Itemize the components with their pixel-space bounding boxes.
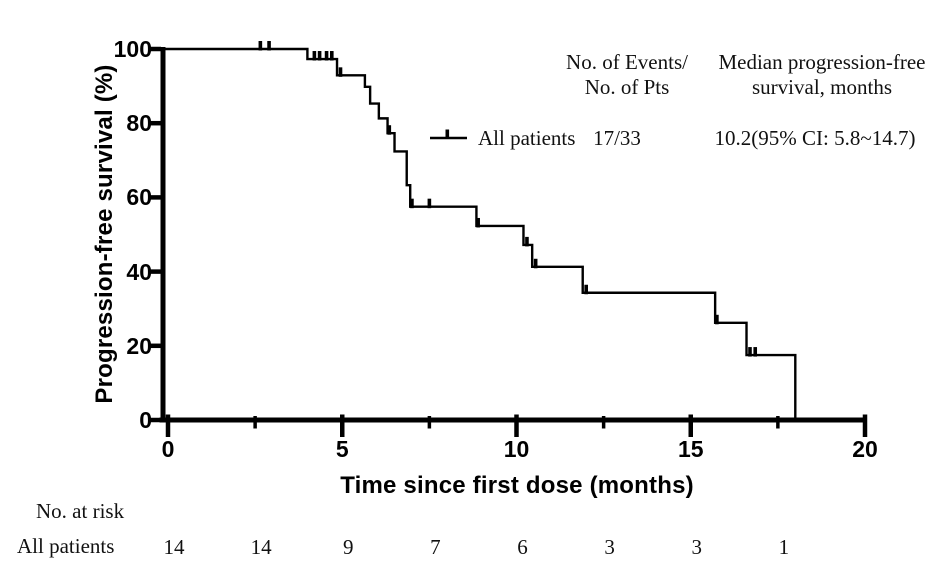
- censor-mark: [410, 198, 414, 209]
- y-tick-label-60: 60: [126, 184, 152, 211]
- censor-mark: [584, 284, 588, 295]
- y-tick-label-40: 40: [126, 258, 152, 285]
- risk-value-month-12.5: 3: [604, 535, 615, 559]
- y-axis-title: Progression-free survival (%): [91, 64, 118, 404]
- censor-mark: [258, 41, 263, 51]
- censor-mark: [329, 51, 334, 61]
- x-tick-label-20: 20: [852, 436, 878, 462]
- x-axis-title: Time since first dose (months): [340, 472, 694, 499]
- risk-value-month-7.5: 7: [430, 535, 441, 559]
- legend-series-label: All patients: [478, 126, 576, 150]
- x-tick-label-15: 15: [677, 436, 704, 462]
- censor-mark: [715, 314, 719, 325]
- km-curve-all-patients: [165, 47, 797, 420]
- y-tick-label-0: 0: [139, 407, 152, 433]
- censor-mark: [753, 347, 758, 357]
- legend-header-median-line1: Median progression-free: [718, 50, 926, 74]
- legend-header-events-line2: No. of Pts: [584, 75, 670, 99]
- legend-header-median: Median progression-free survival, months: [662, 50, 931, 100]
- censor-mark: [533, 258, 538, 269]
- y-tick-label-100: 100: [113, 36, 152, 62]
- risk-table-title: No. at risk: [36, 499, 125, 523]
- legend-series-symbol: [430, 129, 467, 140]
- risk-value-month-5: 9: [343, 535, 354, 559]
- legend-censor-tick-icon: [445, 129, 450, 139]
- legend-median-value: 10.2(95% CI: 5.8~14.7): [714, 126, 916, 150]
- censor-mark: [312, 51, 317, 61]
- risk-value-month-2.5: 14: [250, 535, 272, 559]
- x-tick-label-10: 10: [503, 436, 530, 462]
- x-tick-label-0: 0: [161, 436, 175, 462]
- censor-mark: [317, 51, 322, 61]
- censor-mark: [427, 198, 432, 209]
- censor-mark: [387, 125, 392, 135]
- risk-value-month-0: 14: [163, 535, 185, 559]
- y-tick-label-80: 80: [126, 110, 152, 137]
- censor-mark: [748, 347, 752, 357]
- censor-mark: [525, 236, 529, 247]
- legend-header-events: No. of Events/ No. of Pts: [477, 50, 777, 100]
- legend-header-median-line2: survival, months: [752, 75, 892, 99]
- x-tick-label-5: 5: [335, 436, 349, 462]
- risk-value-month-15: 3: [691, 535, 703, 559]
- risk-value-month-17.5: 1: [778, 535, 790, 559]
- legend-header-events-line1: No. of Events/: [566, 50, 688, 74]
- legend-events-value: 17/33: [593, 126, 641, 150]
- y-tick-label-20: 20: [126, 332, 152, 359]
- censor-mark: [267, 41, 271, 51]
- censor-tick-marks: [258, 41, 758, 357]
- risk-value-month-10: 6: [517, 535, 528, 559]
- censor-mark: [324, 51, 329, 61]
- censor-mark: [338, 67, 343, 77]
- censor-mark: [476, 217, 480, 228]
- risk-table-row-label: All patients: [17, 534, 115, 558]
